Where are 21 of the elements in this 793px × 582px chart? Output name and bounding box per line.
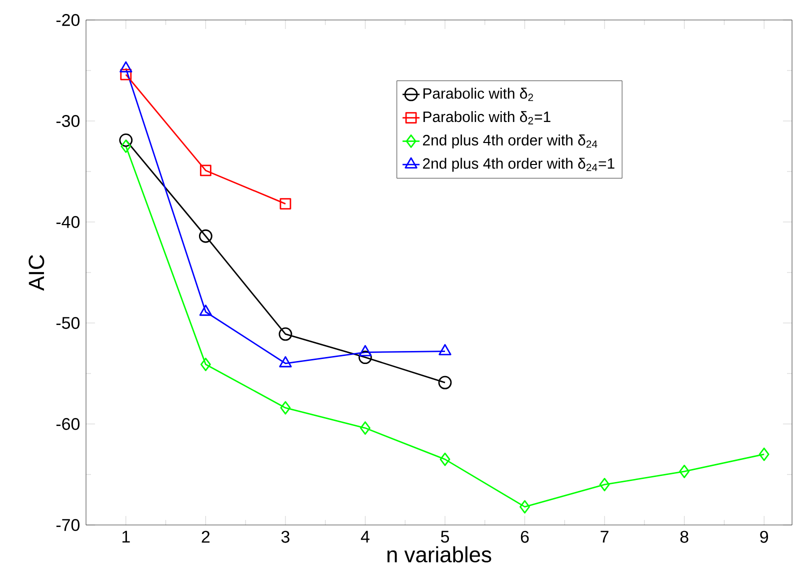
y-tick-label: -30 [56,114,80,127]
x-tick-label: 4 [360,530,370,542]
legend-label: Parabolic with δ$_{2}$ [423,88,534,101]
x-tick-label: 9 [760,530,768,543]
x-tick-label: 5 [440,530,449,543]
y-tick-label: -60 [56,418,80,430]
x-tick-label: 1 [122,530,130,542]
x-tick-label: 6 [520,530,529,543]
y-tick-label: -50 [56,316,80,329]
y-tick-label: -20 [56,14,80,26]
y-tick-label: -40 [56,216,80,228]
y-tick-label: -70 [56,518,80,531]
x-tick-label: 3 [281,530,290,543]
legend-label: 2nd plus 4th order with δ$_{24}$=1 [423,158,614,172]
legend-label: 2nd plus 4th order with δ$_{24}$ [423,134,598,148]
y-axis-title: AIC [28,255,44,291]
x-axis-title: n variables [387,546,492,562]
x-tick-label: 7 [600,530,608,542]
legend-label: Parabolic with δ$_{2}$=1 [423,111,550,124]
x-tick-label: 2 [202,530,210,543]
x-tick-label: 8 [680,530,688,543]
